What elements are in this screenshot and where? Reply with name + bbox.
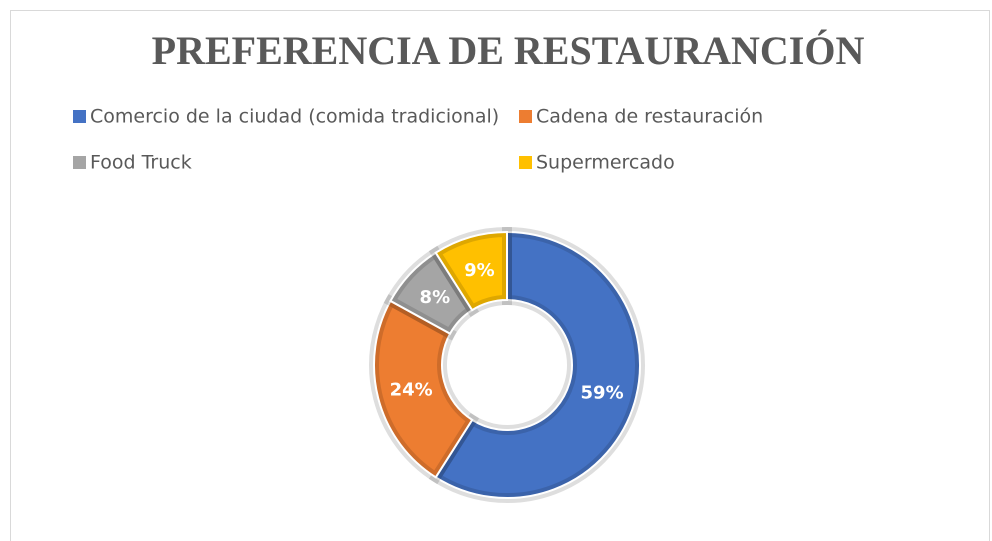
slice-edge [434, 230, 641, 499]
slice-edge [434, 230, 508, 312]
slice-edge [373, 299, 474, 479]
legend-swatch [519, 156, 532, 169]
legend-swatch [73, 156, 86, 169]
legend-label: Comercio de la ciudad (comida tradiciona… [90, 106, 499, 128]
data-label: 59% [581, 383, 624, 404]
data-label: 8% [420, 287, 451, 308]
data-label: 9% [464, 260, 495, 281]
legend-label: Cadena de restauración [536, 106, 763, 128]
legend-swatch [73, 110, 86, 123]
chart-title: PREFERENCIA DE RESTAURANCIÓN [152, 28, 865, 73]
legend-label: Food Truck [90, 152, 192, 174]
legend-label: Supermercado [536, 152, 675, 174]
data-label: 24% [390, 380, 433, 401]
legend-swatch [519, 110, 532, 123]
